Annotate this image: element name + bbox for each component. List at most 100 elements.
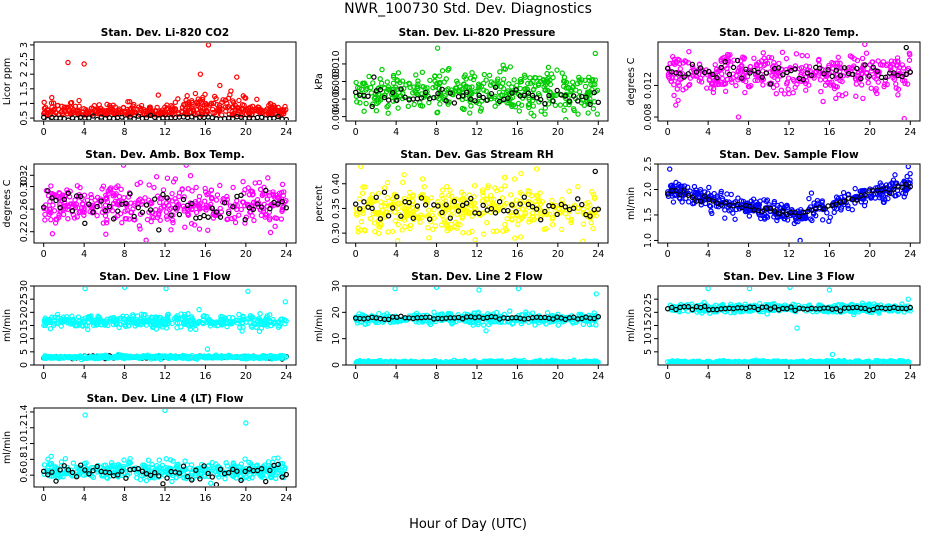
point-hourly <box>743 66 749 72</box>
point-hourly <box>275 201 281 207</box>
point-raw <box>381 185 388 191</box>
point-raw <box>858 82 865 88</box>
point-hourly <box>283 116 289 120</box>
point-raw <box>57 201 63 208</box>
y-tick-label: 5 <box>19 349 30 355</box>
x-tick-label: 20 <box>552 127 564 138</box>
point-hourly <box>156 227 162 233</box>
point-raw <box>406 189 413 196</box>
point-raw <box>52 354 59 360</box>
point-raw <box>173 354 179 360</box>
point-raw <box>848 65 855 71</box>
point-raw <box>809 217 815 224</box>
point-raw <box>492 185 498 191</box>
point-hourly <box>217 214 224 220</box>
point-raw <box>190 107 197 114</box>
x-tick-label: 12 <box>471 249 483 260</box>
point-hourly <box>275 113 281 120</box>
y-tick-label: 10 <box>19 333 30 345</box>
point-raw <box>545 64 552 71</box>
point-raw <box>256 179 263 186</box>
y-tick-label: 0.40 <box>331 173 342 194</box>
point-hourly <box>587 101 593 108</box>
point-raw <box>211 353 217 360</box>
point-raw <box>479 187 486 193</box>
point-hourly <box>899 73 905 80</box>
point-hourly <box>143 115 150 120</box>
point-raw <box>862 199 869 205</box>
point-raw <box>107 106 113 113</box>
y-axis-label: ml/min <box>2 309 13 342</box>
panel-title: Stan. Dev. Li-820 Pressure <box>399 27 556 39</box>
point-raw <box>356 359 362 364</box>
point-hourly <box>780 208 786 214</box>
point-raw <box>163 106 170 112</box>
point-raw <box>266 190 273 196</box>
point-raw <box>742 89 748 96</box>
point-hourly <box>135 204 141 211</box>
point-raw <box>853 81 860 87</box>
point-hourly <box>833 201 839 207</box>
point-raw <box>544 208 551 214</box>
point-hourly <box>509 202 515 208</box>
point-raw <box>439 68 446 74</box>
point-raw <box>462 360 468 364</box>
point-raw <box>528 193 535 199</box>
point-raw <box>517 85 523 92</box>
point-raw <box>148 322 154 328</box>
point-raw <box>270 316 276 323</box>
point-hourly <box>242 115 248 120</box>
point-raw <box>56 214 62 221</box>
point-outlier <box>433 287 440 291</box>
point-raw <box>153 314 160 320</box>
point-raw <box>193 209 200 216</box>
point-raw <box>865 80 871 86</box>
point-raw <box>475 87 481 94</box>
point-raw <box>44 107 50 113</box>
point-outlier <box>483 328 489 334</box>
point-raw <box>357 100 363 106</box>
point-hourly <box>550 98 556 104</box>
point-raw <box>899 62 906 68</box>
point-raw <box>556 206 562 213</box>
y-tick-label: 1.0 <box>643 233 654 248</box>
point-raw <box>480 189 486 195</box>
point-hourly <box>197 214 203 221</box>
point-raw <box>798 209 805 215</box>
point-raw <box>477 108 484 114</box>
y-tick-label: 0.010 <box>331 50 342 77</box>
point-raw <box>385 229 391 235</box>
point-raw <box>498 186 504 192</box>
point-raw <box>193 326 199 333</box>
point-raw <box>511 77 517 83</box>
point-raw <box>738 58 744 64</box>
point-raw <box>438 222 445 228</box>
point-raw <box>881 83 887 90</box>
point-hourly <box>143 202 150 208</box>
point-raw <box>518 170 524 177</box>
point-raw <box>101 319 108 325</box>
point-raw <box>379 66 385 73</box>
x-tick-label: 0 <box>41 249 47 260</box>
point-raw <box>566 188 572 194</box>
point-outlier <box>533 166 540 172</box>
point-raw <box>476 83 482 89</box>
point-raw <box>499 80 506 87</box>
point-raw <box>258 325 265 331</box>
point-raw <box>428 358 435 364</box>
point-hourly <box>283 205 289 211</box>
point-raw <box>522 74 528 80</box>
point-raw <box>148 199 154 205</box>
point-raw <box>102 212 109 219</box>
point-hourly <box>488 205 495 212</box>
point-hourly <box>689 194 696 201</box>
point-raw <box>379 360 386 364</box>
point-raw <box>563 116 569 120</box>
y-tick-label: 30 <box>331 280 342 292</box>
point-hourly <box>739 205 745 211</box>
y-tick-label: 2.5 <box>19 52 30 67</box>
point-raw <box>733 82 739 89</box>
point-raw <box>192 90 199 97</box>
point-raw <box>907 177 913 183</box>
